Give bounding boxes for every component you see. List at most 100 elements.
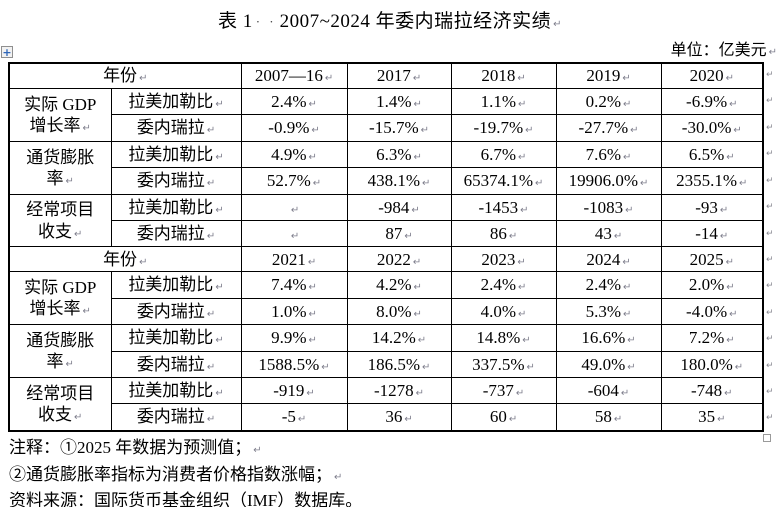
paragraph-mark-icon: ↵ bbox=[768, 47, 777, 58]
cell-end-mark-icon: ↵ bbox=[623, 151, 632, 163]
cell-end-mark-icon: ↵ bbox=[308, 98, 317, 110]
cell-end-mark-icon: ↵ bbox=[515, 387, 525, 399]
cell-end-mark-icon: ↵ bbox=[417, 335, 427, 347]
cell-end-mark-icon: ↵ bbox=[206, 231, 216, 242]
table-row: 通货膨胀率 ↵ 拉美加勒比 ↵ 4.9% ↵ 6.3% ↵ 6.7% ↵ 7.6% ↵ 6.… bbox=[8, 140, 764, 195]
row-end-mark-icon: ↵ bbox=[766, 228, 774, 239]
value-cell: 7.2% ↵ bbox=[660, 324, 764, 352]
category-cell: 实际 GDP 增长率 ↵ bbox=[8, 88, 112, 142]
cell-end-mark-icon: ↵ bbox=[412, 73, 422, 85]
cell-end-mark-icon: ↵ bbox=[622, 256, 631, 268]
value-cell: 2.4% ↵ bbox=[450, 271, 557, 299]
cell-end-mark-icon: ↵ bbox=[625, 204, 634, 216]
year-cell: 2021 ↵ bbox=[240, 246, 348, 273]
cell-end-mark-icon: ↵ bbox=[517, 256, 526, 268]
value-cell: 438.1% ↵ bbox=[346, 167, 452, 195]
value-cell: -1083 ↵ bbox=[555, 193, 662, 222]
cell-end-mark-icon: ↵ bbox=[627, 335, 636, 347]
category-cell: 经常项目 收支 ↵ bbox=[8, 193, 112, 248]
value-cell: 19906.0% ↵ bbox=[555, 167, 662, 195]
cell-end-mark-icon: ↵ bbox=[734, 361, 744, 373]
value-cell: -0.9% ↵ bbox=[240, 114, 348, 142]
cell-end-mark-icon: ↵ bbox=[308, 151, 317, 163]
cell-end-mark-icon: ↵ bbox=[290, 231, 300, 242]
table-row: 委内瑞拉 ↵ -5 ↵ 36 ↵ 60 ↵ 58 ↵ 35 ↵ bbox=[9, 403, 764, 432]
cell-end-mark-icon: ↵ bbox=[82, 122, 91, 134]
cell-end-mark-icon: ↵ bbox=[630, 125, 639, 137]
cell-end-mark-icon: ↵ bbox=[724, 387, 733, 399]
value-cell: 35 ↵ bbox=[660, 403, 764, 432]
year-cell: 2025 ↵ bbox=[660, 246, 764, 273]
value-cell: 49.0% ↵ bbox=[555, 350, 662, 379]
year-header-cell: 年份 ↵ bbox=[8, 246, 242, 273]
table-move-handle[interactable]: + bbox=[1, 46, 13, 58]
value-cell: 4.2% ↵ bbox=[346, 271, 452, 299]
value-cell: 0.2% ↵ bbox=[555, 88, 662, 116]
table-row: 委内瑞拉 ↵ ↵ 87 ↵ 86 ↵ 43 ↵ -14 ↵ bbox=[9, 220, 764, 248]
cell-end-mark-icon: ↵ bbox=[620, 387, 630, 399]
value-cell: -984 ↵ bbox=[346, 193, 452, 222]
table-title: 表 1 · · 2007~2024 年委内瑞拉经济实绩 ↵ bbox=[0, 6, 780, 33]
cell-end-mark-icon: ↵ bbox=[82, 306, 91, 318]
value-cell: 6.5% ↵ bbox=[660, 140, 764, 169]
note-line: ②通货膨胀率指标为消费者价格指数涨幅； ↵ bbox=[9, 464, 343, 484]
value-cell: 2355.1% ↵ bbox=[660, 167, 764, 195]
cell-end-mark-icon: ↵ bbox=[206, 308, 216, 320]
value-cell: -604 ↵ bbox=[555, 377, 662, 405]
value-cell: 36 ↵ bbox=[346, 403, 452, 432]
move-icon: + bbox=[2, 46, 12, 59]
value-cell: -93 ↵ bbox=[660, 193, 764, 222]
value-cell: 65374.1% ↵ bbox=[450, 167, 557, 195]
economic-data-table: 年份 ↵ 2007—16 ↵ 2017 ↵ 2018 ↵ 2019 ↵ 2020 ↵ 实际 … bbox=[8, 62, 765, 432]
value-cell: -748 ↵ bbox=[660, 377, 764, 405]
value-cell: 16.6% ↵ bbox=[555, 324, 662, 352]
cell-end-mark-icon: ↵ bbox=[623, 98, 632, 110]
value-cell: 2.4% ↵ bbox=[240, 88, 348, 116]
cell-end-mark-icon: ↵ bbox=[526, 361, 535, 373]
cell-end-mark-icon: ↵ bbox=[324, 73, 334, 85]
cell-end-mark-icon: ↵ bbox=[613, 414, 623, 426]
table-notes: 注释：①2025 年数据为预测值； ↵ ②通货膨胀率指标为消费者价格指数涨幅； ↵ … bbox=[9, 436, 362, 507]
cell-end-mark-icon: ↵ bbox=[623, 308, 632, 320]
cell-end-mark-icon: ↵ bbox=[413, 151, 422, 163]
cell-end-mark-icon: ↵ bbox=[311, 125, 320, 137]
value-cell: -4.0% ↵ bbox=[660, 297, 764, 326]
value-cell: 4.9% ↵ bbox=[240, 140, 348, 169]
cell-end-mark-icon: ↵ bbox=[420, 125, 429, 137]
unit-text: 单位：亿美元 bbox=[670, 42, 767, 59]
table-row: 通货膨胀率 ↵ 拉美加勒比 ↵ 9.9% ↵ 14.2% ↵ 14.8% ↵ 16.6% ↵… bbox=[8, 324, 764, 379]
cell-end-mark-icon: ↵ bbox=[215, 387, 224, 399]
title-prefix: 表 1 bbox=[217, 11, 253, 32]
value-cell: 1.4% ↵ bbox=[346, 88, 452, 116]
table-resize-handle[interactable] bbox=[763, 434, 771, 442]
year-cell: 2022 ↵ bbox=[346, 246, 452, 273]
region-cell: 委内瑞拉 ↵ bbox=[110, 403, 242, 432]
title-main: 2007~2024 年委内瑞拉经济实绩 bbox=[279, 11, 552, 32]
cell-end-mark-icon: ↵ bbox=[725, 256, 734, 268]
cell-end-mark-icon: ↵ bbox=[415, 387, 425, 399]
cell-end-mark-icon: ↵ bbox=[139, 256, 148, 268]
category-cell: 通货膨胀率 ↵ bbox=[8, 324, 112, 379]
cell-end-mark-icon: ↵ bbox=[627, 361, 636, 373]
row-end-mark-icon: ↵ bbox=[766, 307, 774, 318]
value-cell: 7.6% ↵ bbox=[555, 140, 662, 169]
paragraph-mark-icon: ↵ bbox=[553, 19, 563, 30]
value-cell: ↵ bbox=[240, 193, 348, 222]
value-cell: 6.7% ↵ bbox=[450, 140, 557, 169]
note-line: 注释：①2025 年数据为预测值； ↵ bbox=[9, 438, 262, 457]
cell-end-mark-icon: ↵ bbox=[215, 282, 224, 294]
value-cell: 60 ↵ bbox=[450, 403, 557, 432]
category-cell: 经常项目 收支 ↵ bbox=[8, 377, 112, 432]
row-end-mark-icon: ↵ bbox=[766, 175, 774, 186]
paragraph-mark-icon: ↵ bbox=[334, 471, 343, 483]
row-end-mark-icon: ↵ bbox=[766, 281, 774, 292]
category-cell: 通货膨胀率 ↵ bbox=[8, 140, 112, 195]
value-cell: ↵ bbox=[240, 220, 348, 248]
row-end-mark-icon: ↵ bbox=[766, 202, 774, 213]
cell-end-mark-icon: ↵ bbox=[508, 414, 518, 426]
value-cell: 14.8% ↵ bbox=[450, 324, 557, 352]
cell-end-mark-icon: ↵ bbox=[518, 308, 527, 320]
cell-end-mark-icon: ↵ bbox=[206, 178, 216, 190]
cell-end-mark-icon: ↵ bbox=[404, 231, 413, 242]
